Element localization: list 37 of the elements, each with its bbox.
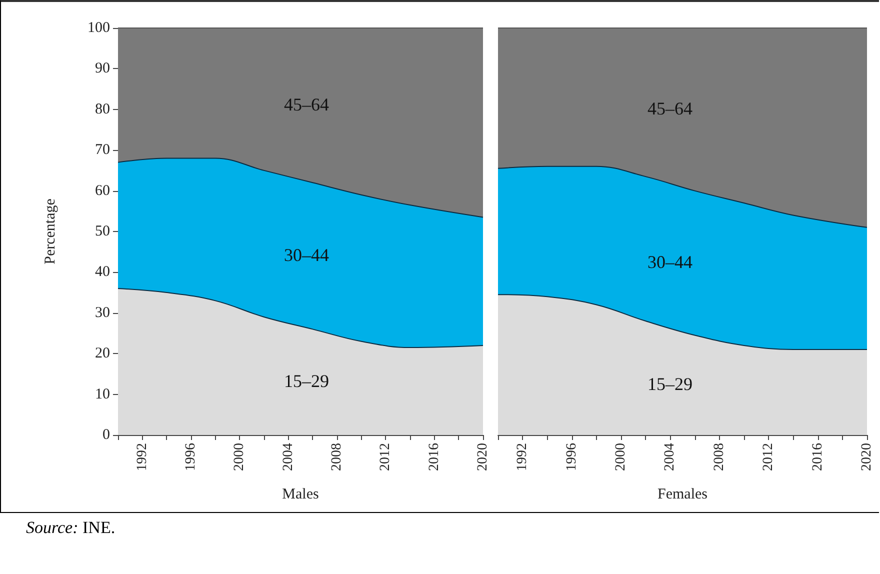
x-tick-label: 1992 xyxy=(515,443,530,471)
x-tick-label: 2012 xyxy=(378,443,394,471)
x-tick-label: 2008 xyxy=(712,443,727,471)
x-tick-label: 2000 xyxy=(614,443,628,471)
x-tick-label: 1992 xyxy=(134,443,150,471)
x-tick-label: 2016 xyxy=(426,443,442,471)
source-note: Source: INE. xyxy=(26,518,116,538)
y-tick-label: 40 xyxy=(95,264,110,280)
x-tick-label: 1996 xyxy=(564,443,580,471)
series-label: 15–29 xyxy=(648,374,692,394)
y-tick-label: 0 xyxy=(102,427,110,443)
x-tick-label: 2016 xyxy=(810,443,826,471)
y-axis-title: Percentage xyxy=(42,198,58,264)
x-tick-label: 2004 xyxy=(280,443,296,471)
series-label: 45–64 xyxy=(648,98,692,118)
y-tick-label: 50 xyxy=(95,224,110,240)
y-tick-label: 20 xyxy=(95,346,110,362)
series-label: 45–64 xyxy=(284,94,329,114)
x-tick-label: 2008 xyxy=(330,443,344,471)
x-axis-title: Females xyxy=(658,486,708,502)
x-tick-label: 1996 xyxy=(184,443,198,471)
x-tick-label: 2000 xyxy=(232,443,248,471)
y-tick-label: 70 xyxy=(95,142,110,158)
y-tick-label: 90 xyxy=(95,60,110,77)
y-tick-label: 100 xyxy=(88,20,110,36)
x-tick-label: 2020 xyxy=(476,443,490,471)
x-tick-label: 2012 xyxy=(761,443,776,471)
series-label: 30–44 xyxy=(284,244,329,265)
series-label: 30–44 xyxy=(648,252,692,272)
series-label: 15–29 xyxy=(284,371,329,392)
x-tick-label: 2004 xyxy=(662,443,678,471)
y-tick-label: 30 xyxy=(95,304,110,321)
y-tick-label: 80 xyxy=(95,101,110,118)
x-tick-label: 2020 xyxy=(860,443,874,471)
y-tick-label: 60 xyxy=(95,182,110,199)
x-axis-title: Males xyxy=(282,486,319,502)
y-tick-label: 10 xyxy=(95,386,110,402)
